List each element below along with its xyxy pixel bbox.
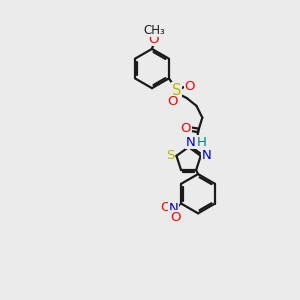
Text: S: S (167, 149, 175, 162)
Text: O: O (180, 122, 191, 135)
Text: O: O (168, 95, 178, 108)
Text: H: H (196, 136, 206, 148)
Text: N: N (168, 202, 178, 215)
Text: N: N (202, 149, 212, 162)
Text: O: O (149, 33, 159, 46)
Text: N: N (186, 136, 195, 148)
Text: O: O (184, 80, 195, 93)
Text: O: O (160, 201, 171, 214)
Text: CH₃: CH₃ (143, 24, 165, 37)
Text: O: O (170, 211, 180, 224)
Text: S: S (172, 82, 182, 98)
